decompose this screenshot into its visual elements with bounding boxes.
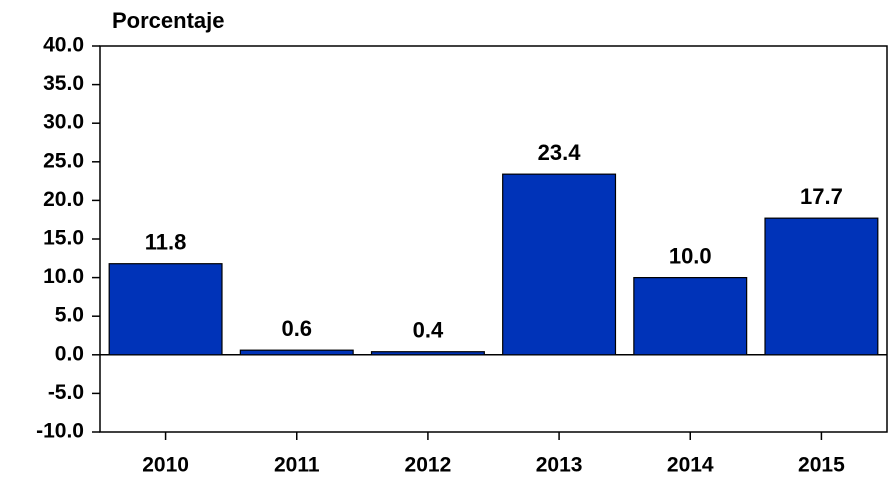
value-label: 17.7 <box>800 184 843 209</box>
x-tick-label: 2010 <box>142 454 189 477</box>
bar <box>633 277 748 356</box>
y-axis-title: Porcentaje <box>112 8 225 33</box>
y-tick-label: 10.0 <box>43 265 84 288</box>
value-label: 11.8 <box>145 230 187 255</box>
y-tick-label: -5.0 <box>48 381 84 404</box>
y-tick-label: 0.0 <box>55 342 84 365</box>
value-label: 0.4 <box>413 318 444 343</box>
y-tick-label: -10.0 <box>36 420 84 443</box>
y-tick-label: 25.0 <box>43 149 84 172</box>
value-label: 0.6 <box>281 316 312 341</box>
bar <box>502 173 617 356</box>
bar <box>370 351 485 356</box>
y-tick-label: 40.0 <box>43 34 84 57</box>
x-tick-label: 2015 <box>798 454 845 477</box>
bar <box>108 263 223 356</box>
x-tick-label: 2014 <box>667 454 714 477</box>
bar <box>764 217 879 356</box>
y-tick-label: 5.0 <box>55 304 84 327</box>
y-tick-label: 20.0 <box>43 188 84 211</box>
bar <box>239 349 354 356</box>
x-tick-label: 2012 <box>405 454 452 477</box>
y-tick-label: 35.0 <box>43 72 84 95</box>
value-label: 23.4 <box>538 140 582 165</box>
value-label: 10.0 <box>669 243 712 268</box>
x-tick-label: 2011 <box>274 454 320 477</box>
x-tick-label: 2013 <box>536 454 583 477</box>
y-tick-label: 15.0 <box>43 227 84 250</box>
y-tick-label: 30.0 <box>43 111 84 134</box>
